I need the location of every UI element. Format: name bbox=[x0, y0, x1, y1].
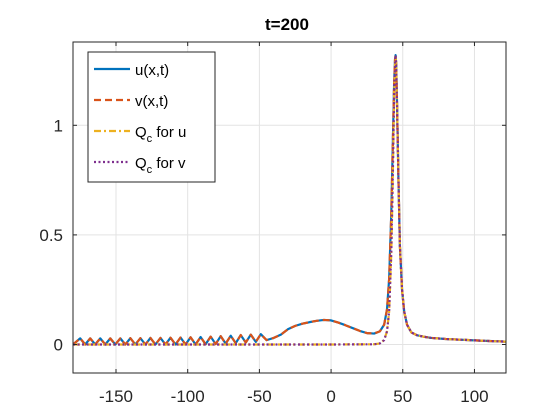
legend-label-subscript: c bbox=[147, 133, 153, 145]
x-tick-label: 100 bbox=[460, 387, 488, 406]
legend-label-0: u(x,t) bbox=[135, 62, 169, 79]
legend: u(x,t)v(x,t)Qc for uQc for v bbox=[87, 51, 216, 183]
x-tick-label: 0 bbox=[326, 387, 335, 406]
legend-label-2: Qc for u bbox=[135, 124, 186, 145]
legend-label-main: Q bbox=[135, 155, 147, 172]
x-tick-label: -150 bbox=[99, 387, 133, 406]
legend-label-main: Q bbox=[135, 124, 147, 141]
legend-label-3: Qc for v bbox=[135, 155, 186, 176]
legend-box bbox=[87, 51, 216, 183]
legend-label-1: v(x,t) bbox=[135, 93, 168, 110]
axes-box bbox=[72, 41, 507, 374]
chart-title: t=200 bbox=[265, 15, 309, 34]
series-lines bbox=[73, 54, 506, 346]
legend-label-tail: for v bbox=[152, 155, 186, 172]
y-tick-label: 1 bbox=[54, 116, 63, 135]
y-tick-label: 0.5 bbox=[39, 226, 63, 245]
legend-label-main: u(x,t) bbox=[135, 62, 169, 79]
legend-label-main: v(x,t) bbox=[135, 93, 168, 110]
legend-label-tail: for u bbox=[152, 124, 186, 141]
y-tick-label: 0 bbox=[54, 336, 63, 355]
axis-ticks: -150 -100 -50 0 50 100 0 0.5 1 bbox=[39, 42, 506, 406]
x-tick-label: -100 bbox=[171, 387, 205, 406]
x-tick-label: 50 bbox=[393, 387, 412, 406]
series-line-3 bbox=[73, 54, 506, 346]
x-tick-label: -50 bbox=[247, 387, 272, 406]
legend-label-subscript: c bbox=[147, 164, 153, 176]
